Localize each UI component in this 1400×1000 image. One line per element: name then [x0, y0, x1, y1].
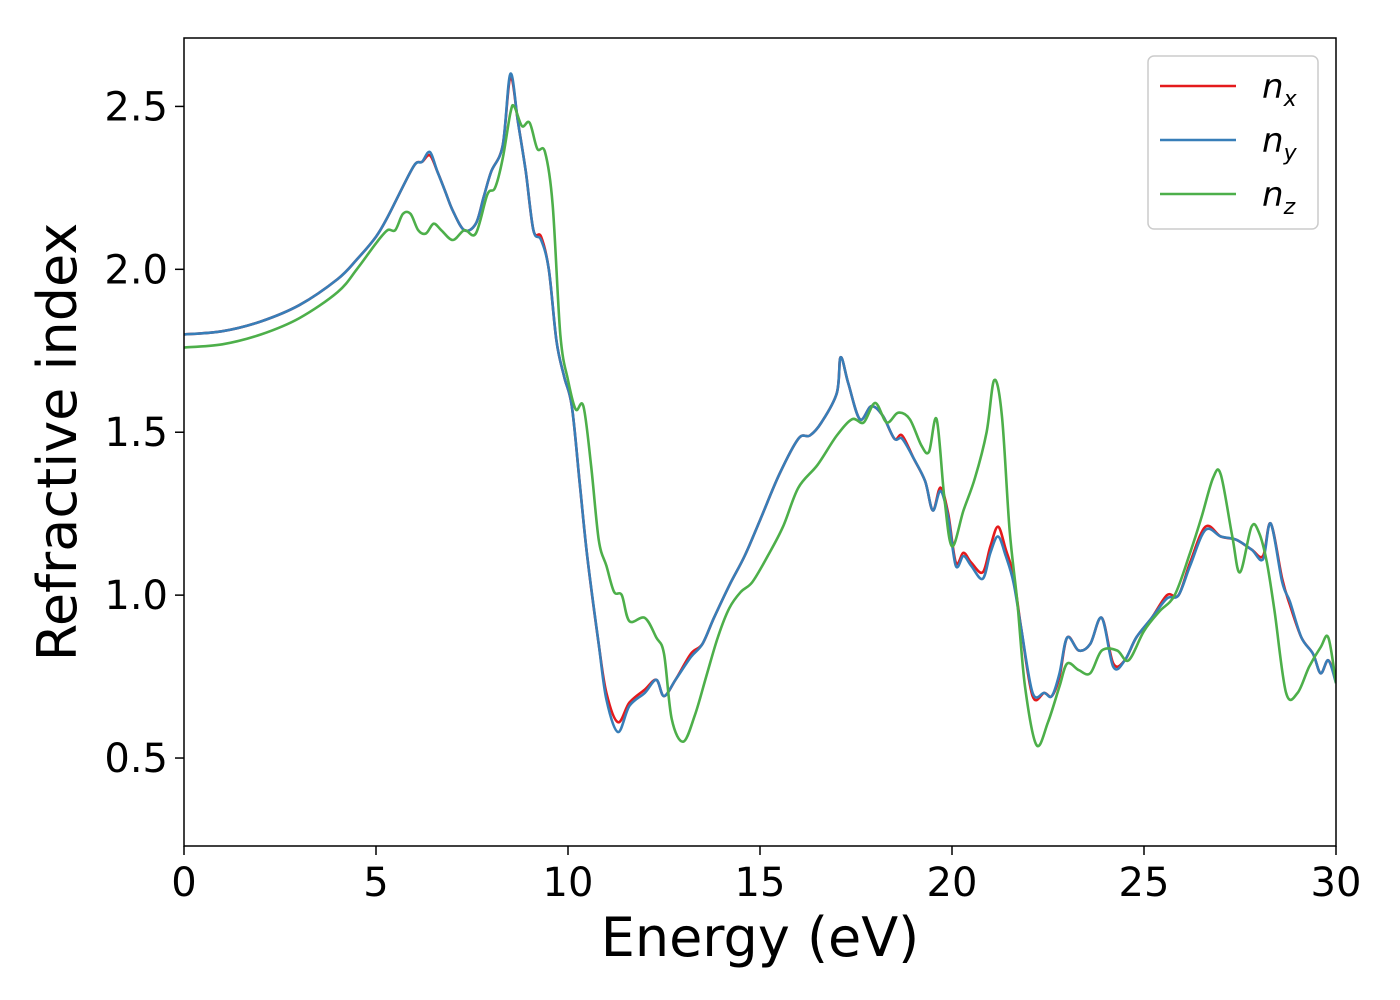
x-axis: 0 5 10 15 20 25 30 — [171, 846, 1361, 906]
x-tick-label: 30 — [1311, 860, 1362, 906]
legend-label-ny: ny — [1262, 121, 1298, 166]
series-line-nz — [184, 103, 1336, 748]
y-tick-label: 2.0 — [104, 247, 168, 293]
y-axis: 0.5 1.0 1.5 2.0 2.5 — [104, 84, 184, 782]
legend-frame — [1147, 55, 1319, 230]
legend-label-nx: nx — [1262, 67, 1298, 112]
x-axis-title: Energy (eV) — [601, 906, 920, 969]
legend: nx ny nz — [1147, 55, 1319, 230]
y-axis-title: Refractive index — [26, 223, 89, 662]
series-line-ny — [184, 72, 1336, 734]
x-tick-label: 20 — [927, 860, 978, 906]
series-layer — [184, 72, 1336, 748]
x-tick-label: 0 — [171, 860, 196, 906]
x-tick-label: 10 — [543, 860, 594, 906]
x-tick-label: 5 — [363, 860, 388, 906]
legend-label-nz: nz — [1262, 175, 1296, 220]
plot-area — [184, 38, 1336, 846]
x-tick-label: 25 — [1119, 860, 1170, 906]
x-tick-label: 15 — [735, 860, 786, 906]
y-tick-label: 1.5 — [104, 410, 168, 456]
y-tick-label: 1.0 — [104, 573, 168, 619]
y-tick-label: 2.5 — [104, 84, 168, 130]
y-tick-label: 0.5 — [104, 736, 168, 782]
